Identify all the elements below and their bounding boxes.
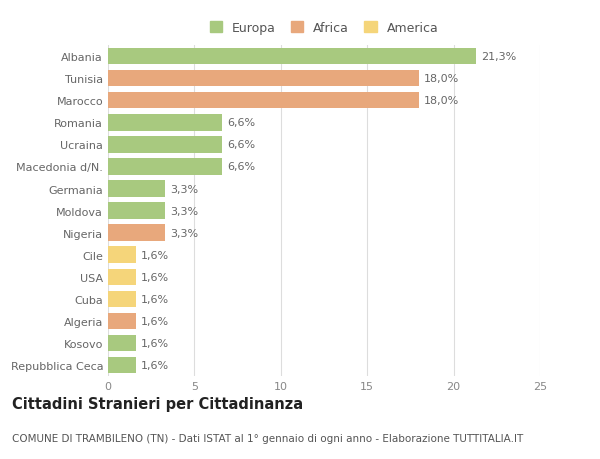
- Bar: [108, 335, 136, 352]
- Text: 6,6%: 6,6%: [227, 140, 256, 150]
- Bar: [108, 313, 136, 330]
- Text: 21,3%: 21,3%: [481, 52, 517, 62]
- Text: COMUNE DI TRAMBILENO (TN) - Dati ISTAT al 1° gennaio di ogni anno - Elaborazione: COMUNE DI TRAMBILENO (TN) - Dati ISTAT a…: [12, 433, 523, 442]
- Bar: [108, 93, 419, 109]
- Text: 18,0%: 18,0%: [424, 74, 460, 84]
- Text: 1,6%: 1,6%: [141, 272, 169, 282]
- Bar: [108, 247, 136, 263]
- Text: 3,3%: 3,3%: [170, 206, 199, 216]
- Text: 1,6%: 1,6%: [141, 360, 169, 370]
- Bar: [108, 203, 165, 219]
- Text: 1,6%: 1,6%: [141, 316, 169, 326]
- Text: 18,0%: 18,0%: [424, 96, 460, 106]
- Bar: [108, 115, 222, 131]
- Bar: [108, 357, 136, 374]
- Legend: Europa, Africa, America: Europa, Africa, America: [207, 19, 441, 37]
- Text: 1,6%: 1,6%: [141, 250, 169, 260]
- Bar: [108, 137, 222, 153]
- Bar: [108, 225, 165, 241]
- Text: 3,3%: 3,3%: [170, 184, 199, 194]
- Bar: [108, 269, 136, 285]
- Bar: [108, 159, 222, 175]
- Text: 3,3%: 3,3%: [170, 228, 199, 238]
- Text: 1,6%: 1,6%: [141, 338, 169, 348]
- Text: 6,6%: 6,6%: [227, 118, 256, 128]
- Bar: [108, 181, 165, 197]
- Text: 1,6%: 1,6%: [141, 294, 169, 304]
- Text: Cittadini Stranieri per Cittadinanza: Cittadini Stranieri per Cittadinanza: [12, 397, 303, 412]
- Bar: [108, 49, 476, 65]
- Bar: [108, 71, 419, 87]
- Text: 6,6%: 6,6%: [227, 162, 256, 172]
- Bar: [108, 291, 136, 308]
